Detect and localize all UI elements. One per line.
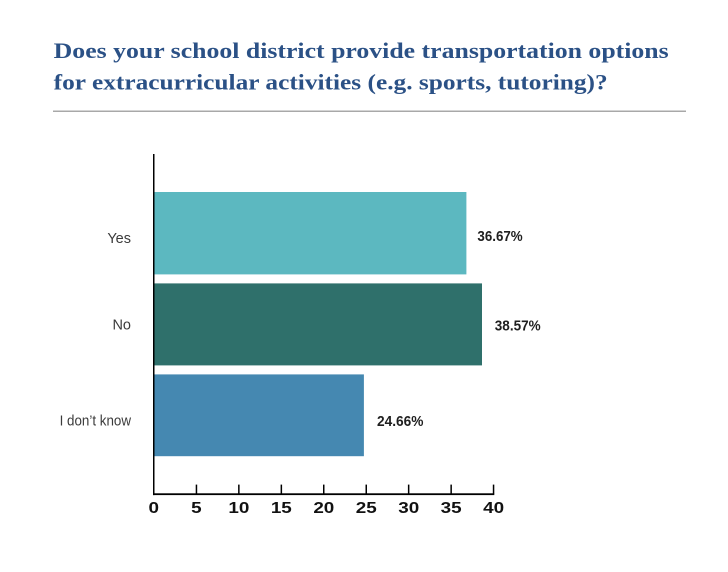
svg-text:5: 5 (191, 498, 202, 516)
svg-text:10: 10 (228, 498, 249, 516)
svg-text:I don’t know: I don’t know (60, 414, 132, 430)
svg-text:38.57%: 38.57% (495, 319, 541, 335)
svg-text:35: 35 (441, 498, 462, 516)
svg-text:for extracurricular activities: for extracurricular activities (e.g. spo… (54, 70, 608, 95)
svg-text:0: 0 (148, 498, 159, 516)
svg-text:30: 30 (398, 498, 419, 516)
svg-text:No: No (112, 317, 131, 333)
svg-text:24.66%: 24.66% (377, 414, 424, 430)
svg-text:Yes: Yes (107, 231, 131, 247)
svg-text:36.67%: 36.67% (477, 229, 522, 245)
svg-text:40: 40 (483, 498, 504, 516)
svg-text:25: 25 (356, 498, 377, 516)
svg-text:15: 15 (271, 498, 292, 516)
svg-text:20: 20 (313, 498, 334, 516)
svg-text:Does your school district prov: Does your school district provide transp… (54, 38, 669, 63)
